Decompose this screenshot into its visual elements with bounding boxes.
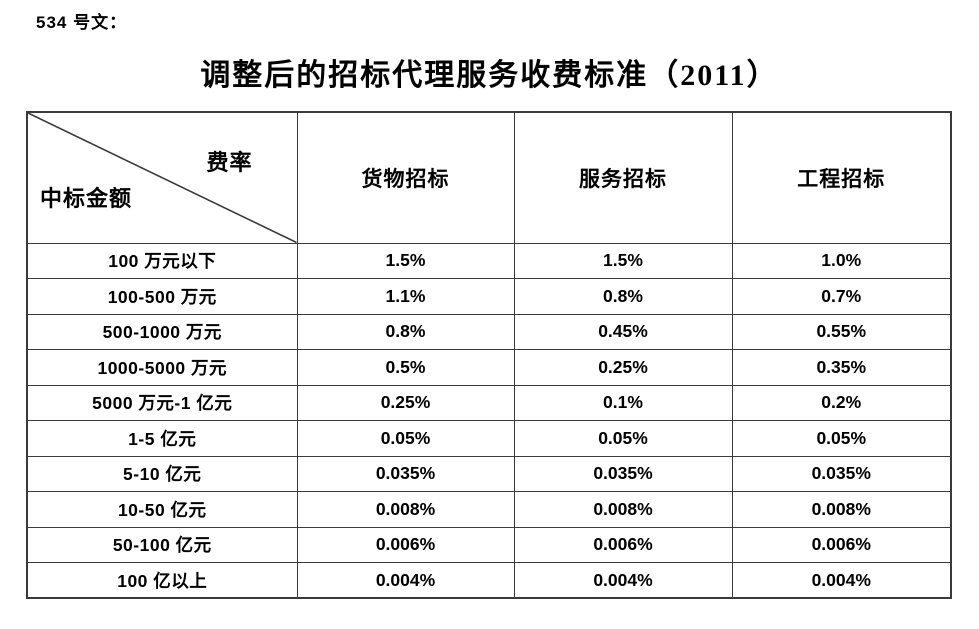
rate-cell: 0.05% [513, 420, 733, 457]
corner-label-rate: 费率 [206, 150, 253, 175]
rate-cell: 0.004% [731, 562, 952, 599]
rate-cell: 1.1% [296, 278, 515, 315]
amount-tier-cell: 500-1000 万元 [26, 313, 298, 350]
rate-cell: 0.035% [296, 455, 515, 492]
rate-cell: 1.5% [513, 242, 733, 279]
column-header-goods-bidding: 货物招标 [296, 111, 515, 244]
table-row: 1000-5000 万元 0.5% 0.25% 0.35% [26, 349, 952, 386]
amount-tier-cell: 10-50 亿元 [26, 491, 298, 528]
table-row: 100-500 万元 1.1% 0.8% 0.7% [26, 278, 952, 315]
rate-cell: 1.5% [296, 242, 515, 279]
rate-cell: 0.006% [513, 526, 733, 563]
amount-tier-cell: 100-500 万元 [26, 278, 298, 315]
rate-cell: 0.035% [731, 455, 952, 492]
amount-tier-cell: 50-100 亿元 [26, 526, 298, 563]
rate-cell: 0.006% [731, 526, 952, 563]
rate-cell: 0.035% [513, 455, 733, 492]
amount-tier-cell: 1-5 亿元 [26, 420, 298, 457]
rate-cell: 0.8% [296, 313, 515, 350]
rate-cell: 0.25% [296, 384, 515, 421]
table-row: 50-100 亿元 0.006% 0.006% 0.006% [26, 526, 952, 563]
table-row: 1-5 亿元 0.05% 0.05% 0.05% [26, 420, 952, 457]
table-row: 5-10 亿元 0.035% 0.035% 0.035% [26, 455, 952, 492]
rate-cell: 0.006% [296, 526, 515, 563]
amount-tier-cell: 1000-5000 万元 [26, 349, 298, 386]
rate-cell: 0.05% [296, 420, 515, 457]
rate-cell: 0.05% [731, 420, 952, 457]
rate-cell: 0.35% [731, 349, 952, 386]
rate-cell: 0.004% [296, 562, 515, 599]
rate-cell: 0.1% [513, 384, 733, 421]
doc-number-label: 534 号文： [36, 13, 128, 32]
page-title: 调整后的招标代理服务收费标准（2011） [200, 59, 779, 92]
rate-cell: 0.7% [731, 278, 952, 315]
table-row: 100 亿以上 0.004% 0.004% 0.004% [26, 562, 952, 599]
amount-tier-cell: 100 万元以下 [26, 242, 298, 279]
rate-cell: 0.5% [296, 349, 515, 386]
rate-cell: 1.0% [731, 242, 952, 279]
column-header-service-bidding: 服务招标 [513, 111, 733, 244]
corner-label-amount: 中标金额 [40, 185, 133, 211]
fee-rate-table: 费率 中标金额 货物招标 服务招标 工程招标 100 万元以下 1.5% 1.5… [26, 111, 952, 599]
table-row: 10-50 亿元 0.008% 0.008% 0.008% [26, 491, 952, 528]
amount-tier-cell: 5000 万元-1 亿元 [26, 384, 298, 421]
rate-cell: 0.55% [731, 313, 952, 350]
rate-cell: 0.008% [513, 491, 733, 528]
table-header-row: 费率 中标金额 货物招标 服务招标 工程招标 [26, 111, 952, 244]
rate-cell: 0.008% [296, 491, 515, 528]
diagonal-corner-cell: 费率 中标金额 [26, 111, 298, 244]
rate-cell: 0.008% [731, 491, 952, 528]
rate-cell: 0.004% [513, 562, 733, 599]
rate-cell: 0.2% [731, 384, 952, 421]
rate-cell: 0.25% [513, 349, 733, 386]
rate-cell: 0.8% [513, 278, 733, 315]
table-row: 100 万元以下 1.5% 1.5% 1.0% [26, 242, 952, 279]
diagonal-divider-line [28, 113, 297, 243]
column-header-engineering-bidding: 工程招标 [731, 111, 952, 244]
table-row: 5000 万元-1 亿元 0.25% 0.1% 0.2% [26, 384, 952, 421]
table-row: 500-1000 万元 0.8% 0.45% 0.55% [26, 313, 952, 350]
rate-cell: 0.45% [513, 313, 733, 350]
amount-tier-cell: 100 亿以上 [26, 562, 298, 599]
amount-tier-cell: 5-10 亿元 [26, 455, 298, 492]
